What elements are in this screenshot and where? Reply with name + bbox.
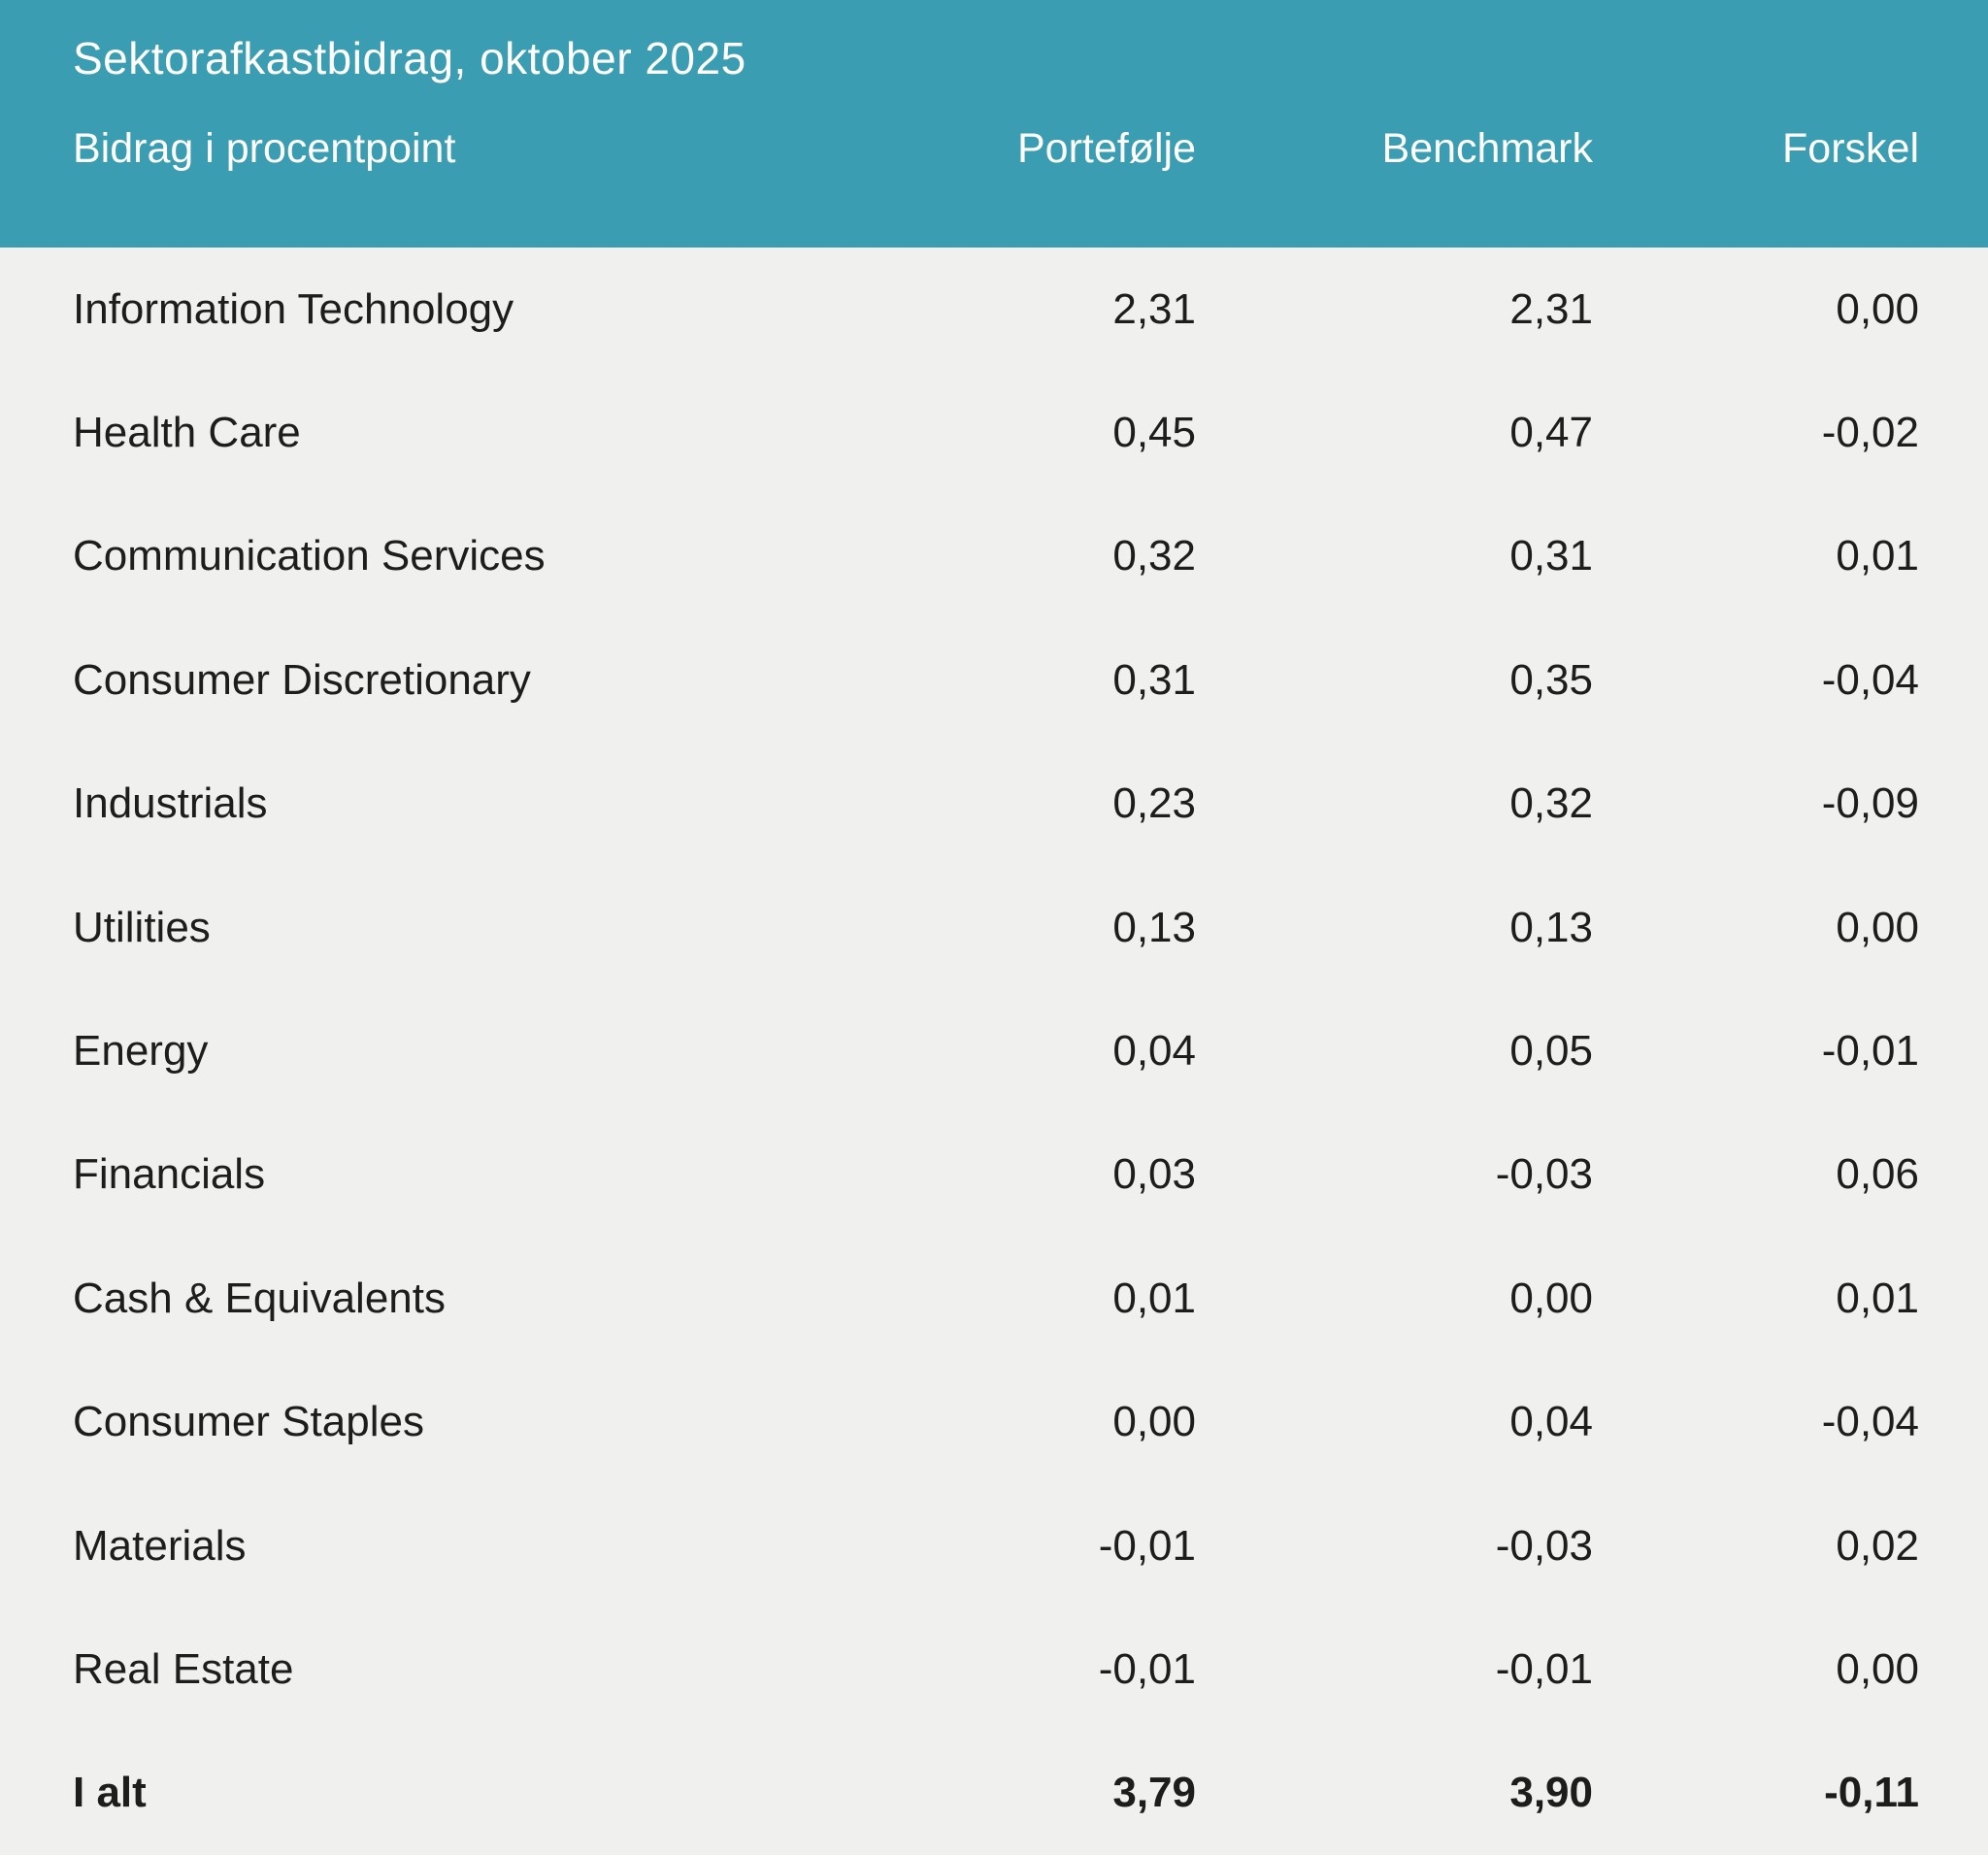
- total-row: I alt 3,79 3,90 -0,11: [0, 1732, 1988, 1855]
- difference-value: 0,01: [1836, 1274, 1919, 1322]
- portfolio-value: 0,01: [1112, 1274, 1196, 1322]
- column-header-benchmark: Benchmark: [1381, 125, 1593, 172]
- portfolio-value: 0,23: [1112, 779, 1196, 828]
- benchmark-value: 2,31: [1509, 284, 1593, 333]
- portfolio-value: 0,32: [1112, 532, 1196, 580]
- difference-value: 0,01: [1836, 532, 1919, 580]
- table-row: Information Technology 2,31 2,31 0,00: [0, 248, 1988, 371]
- difference-value: -0,04: [1821, 655, 1919, 704]
- table-row: Industrials 0,23 0,32 -0,09: [0, 743, 1988, 866]
- difference-value: -0,11: [1824, 1769, 1919, 1817]
- difference-value: -0,04: [1821, 1398, 1919, 1446]
- portfolio-value: 2,31: [1112, 284, 1196, 333]
- difference-value: 0,00: [1836, 1644, 1919, 1693]
- portfolio-value: -0,01: [1098, 1644, 1196, 1693]
- portfolio-value: 0,00: [1112, 1398, 1196, 1446]
- table-row: Financials 0,03 -0,03 0,06: [0, 1113, 1988, 1237]
- difference-value: -0,01: [1821, 1027, 1919, 1076]
- benchmark-value: 3,90: [1509, 1769, 1593, 1817]
- sector-label: Cash & Equivalents: [73, 1274, 446, 1322]
- table-header: Sektorafkastbidrag, oktober 2025 Bidrag …: [0, 0, 1988, 248]
- table-row: Real Estate -0,01 -0,01 0,00: [0, 1607, 1988, 1731]
- table-row: Materials -0,01 -0,03 0,02: [0, 1484, 1988, 1607]
- difference-value: -0,02: [1821, 409, 1919, 457]
- portfolio-value: 0,31: [1112, 655, 1196, 704]
- sector-label: Utilities: [73, 903, 211, 951]
- difference-value: 0,00: [1836, 903, 1919, 951]
- sector-label: Consumer Discretionary: [73, 655, 531, 704]
- benchmark-value: -0,03: [1495, 1150, 1593, 1199]
- difference-value: 0,06: [1836, 1150, 1919, 1199]
- sector-label: Financials: [73, 1150, 266, 1199]
- sector-label: Communication Services: [73, 532, 546, 580]
- table-row: Cash & Equivalents 0,01 0,00 0,01: [0, 1237, 1988, 1360]
- benchmark-value: 0,31: [1509, 532, 1593, 580]
- sector-label: Industrials: [73, 779, 268, 828]
- benchmark-value: 0,35: [1509, 655, 1593, 704]
- benchmark-value: 0,32: [1509, 779, 1593, 828]
- sector-label: Health Care: [73, 409, 301, 457]
- sector-label: I alt: [73, 1769, 147, 1817]
- portfolio-value: -0,01: [1098, 1521, 1196, 1570]
- table-row: Consumer Discretionary 0,31 0,35 -0,04: [0, 618, 1988, 742]
- portfolio-value: 3,79: [1112, 1769, 1196, 1817]
- column-header-row: Bidrag i procentpoint Portefølje Benchma…: [73, 123, 1919, 174]
- portfolio-value: 0,13: [1112, 903, 1196, 951]
- sector-label: Consumer Staples: [73, 1398, 424, 1446]
- difference-value: -0,09: [1821, 779, 1919, 828]
- benchmark-value: 0,00: [1509, 1274, 1593, 1322]
- portfolio-value: 0,03: [1112, 1150, 1196, 1199]
- benchmark-value: 0,47: [1509, 409, 1593, 457]
- benchmark-value: 0,13: [1509, 903, 1593, 951]
- column-header-difference: Forskel: [1782, 125, 1919, 172]
- benchmark-value: -0,03: [1495, 1521, 1593, 1570]
- benchmark-value: 0,04: [1509, 1398, 1593, 1446]
- table-row: Energy 0,04 0,05 -0,01: [0, 989, 1988, 1112]
- sector-label: Real Estate: [73, 1644, 294, 1693]
- portfolio-value: 0,04: [1112, 1027, 1196, 1076]
- table-row: Utilities 0,13 0,13 0,00: [0, 866, 1988, 989]
- table-body: Information Technology 2,31 2,31 0,00 Health…: [0, 248, 1988, 1855]
- difference-value: 0,00: [1836, 284, 1919, 333]
- table-row: Communication Services 0,32 0,31 0,01: [0, 495, 1988, 618]
- sector-label: Energy: [73, 1027, 209, 1076]
- benchmark-value: 0,05: [1509, 1027, 1593, 1076]
- difference-value: 0,02: [1836, 1521, 1919, 1570]
- page-title: Sektorafkastbidrag, oktober 2025: [73, 33, 746, 83]
- table-row: Health Care 0,45 0,47 -0,02: [0, 371, 1988, 494]
- benchmark-value: -0,01: [1495, 1644, 1593, 1693]
- sector-label: Information Technology: [73, 284, 514, 333]
- column-header-portfolio: Portefølje: [1016, 125, 1196, 172]
- sector-label: Materials: [73, 1521, 247, 1570]
- portfolio-value: 0,45: [1112, 409, 1196, 457]
- column-header-label: Bidrag i procentpoint: [73, 125, 456, 172]
- table-row: Consumer Staples 0,00 0,04 -0,04: [0, 1361, 1988, 1484]
